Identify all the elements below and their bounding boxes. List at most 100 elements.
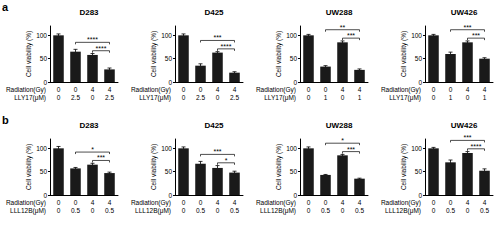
svg-text:****: **** <box>87 36 98 43</box>
svg-text:50: 50 <box>40 55 48 62</box>
svg-text:Cell viability (%): Cell viability (%) <box>150 31 158 77</box>
svg-text:4: 4 <box>466 86 470 93</box>
svg-text:Cell viability (%): Cell viability (%) <box>275 31 283 77</box>
svg-text:0: 0 <box>91 207 95 214</box>
svg-text:LLL12B(μM): LLL12B(μM) <box>135 207 171 215</box>
svg-text:UW426: UW426 <box>451 8 478 17</box>
svg-text:4: 4 <box>466 199 470 206</box>
svg-text:LLL12B(μM): LLL12B(μM) <box>10 207 46 215</box>
svg-text:LLL12B(μM): LLL12B(μM) <box>260 207 296 215</box>
svg-text:1: 1 <box>483 94 487 101</box>
svg-text:0: 0 <box>91 94 95 101</box>
svg-text:0: 0 <box>418 192 422 199</box>
svg-text:0.5: 0.5 <box>446 207 455 214</box>
svg-text:LLY17(μM): LLY17(μM) <box>14 94 46 102</box>
svg-text:0: 0 <box>182 94 186 101</box>
svg-text:0: 0 <box>74 86 78 93</box>
svg-text:0: 0 <box>307 94 311 101</box>
svg-text:Radiation(Gy): Radiation(Gy) <box>256 86 296 94</box>
svg-text:0: 0 <box>57 86 61 93</box>
svg-text:Radiation(Gy): Radiation(Gy) <box>6 199 46 207</box>
svg-text:***: *** <box>213 148 221 155</box>
svg-text:*: * <box>225 157 228 164</box>
svg-text:LLY17(μM): LLY17(μM) <box>389 94 421 102</box>
svg-text:***: *** <box>463 134 471 141</box>
svg-text:100: 100 <box>286 32 297 39</box>
svg-text:4: 4 <box>91 199 95 206</box>
svg-text:0: 0 <box>307 199 311 206</box>
svg-text:0: 0 <box>293 79 297 86</box>
svg-text:100: 100 <box>36 145 47 152</box>
svg-text:0: 0 <box>57 207 61 214</box>
svg-text:100: 100 <box>411 32 422 39</box>
svg-text:50: 50 <box>165 168 173 175</box>
svg-text:***: *** <box>347 146 355 153</box>
svg-text:0: 0 <box>432 199 436 206</box>
svg-text:0: 0 <box>324 86 328 93</box>
svg-text:0: 0 <box>449 86 453 93</box>
svg-text:***: *** <box>213 34 221 41</box>
svg-text:0: 0 <box>449 199 453 206</box>
svg-text:D283: D283 <box>79 121 99 130</box>
svg-text:0: 0 <box>43 79 47 86</box>
svg-text:0.5: 0.5 <box>480 207 489 214</box>
svg-text:****: **** <box>96 45 107 52</box>
svg-text:0: 0 <box>341 94 345 101</box>
svg-text:*: * <box>341 137 344 144</box>
svg-text:4: 4 <box>233 86 237 93</box>
svg-text:2.5: 2.5 <box>196 94 205 101</box>
svg-text:4: 4 <box>341 86 345 93</box>
svg-text:0.5: 0.5 <box>230 207 239 214</box>
svg-text:UW288: UW288 <box>326 121 353 130</box>
svg-text:2.5: 2.5 <box>105 94 114 101</box>
svg-text:b: b <box>2 114 9 126</box>
svg-text:Cell viability (%): Cell viability (%) <box>25 144 33 190</box>
svg-text:**: ** <box>340 24 346 31</box>
svg-text:Radiation(Gy): Radiation(Gy) <box>6 86 46 94</box>
svg-text:0: 0 <box>432 94 436 101</box>
svg-text:4: 4 <box>358 86 362 93</box>
svg-text:0: 0 <box>216 94 220 101</box>
svg-text:100: 100 <box>36 32 47 39</box>
svg-text:4: 4 <box>483 86 487 93</box>
svg-text:50: 50 <box>165 55 173 62</box>
svg-text:0.5: 0.5 <box>105 207 114 214</box>
svg-text:LLL12B(μM): LLL12B(μM) <box>385 207 421 215</box>
svg-text:50: 50 <box>40 168 48 175</box>
svg-text:Radiation(Gy): Radiation(Gy) <box>131 86 171 94</box>
svg-text:UW288: UW288 <box>326 8 353 17</box>
svg-text:0: 0 <box>307 207 311 214</box>
svg-text:4: 4 <box>108 86 112 93</box>
svg-text:0: 0 <box>466 94 470 101</box>
svg-text:0: 0 <box>74 199 78 206</box>
svg-text:0: 0 <box>43 192 47 199</box>
svg-text:50: 50 <box>415 168 423 175</box>
svg-text:0: 0 <box>293 192 297 199</box>
svg-text:1: 1 <box>324 94 328 101</box>
svg-text:a: a <box>2 1 9 13</box>
svg-text:0: 0 <box>168 192 172 199</box>
svg-text:0: 0 <box>466 207 470 214</box>
svg-text:0: 0 <box>199 86 203 93</box>
svg-text:D425: D425 <box>204 121 224 130</box>
svg-text:0.5: 0.5 <box>355 207 364 214</box>
svg-text:0: 0 <box>168 79 172 86</box>
svg-text:****: **** <box>221 43 232 50</box>
svg-text:0: 0 <box>199 199 203 206</box>
svg-text:50: 50 <box>290 168 298 175</box>
svg-text:0: 0 <box>418 79 422 86</box>
svg-text:0: 0 <box>182 86 186 93</box>
svg-text:0: 0 <box>324 199 328 206</box>
svg-text:4: 4 <box>358 199 362 206</box>
svg-text:0: 0 <box>307 86 311 93</box>
svg-text:D425: D425 <box>204 8 224 17</box>
svg-text:Radiation(Gy): Radiation(Gy) <box>381 86 421 94</box>
svg-text:****: **** <box>471 143 482 150</box>
svg-text:***: *** <box>347 32 355 39</box>
svg-text:4: 4 <box>108 199 112 206</box>
svg-text:4: 4 <box>341 199 345 206</box>
svg-text:D283: D283 <box>79 8 99 17</box>
svg-text:***: *** <box>463 24 471 31</box>
svg-text:Cell viability (%): Cell viability (%) <box>25 31 33 77</box>
svg-text:Cell viability (%): Cell viability (%) <box>400 31 408 77</box>
